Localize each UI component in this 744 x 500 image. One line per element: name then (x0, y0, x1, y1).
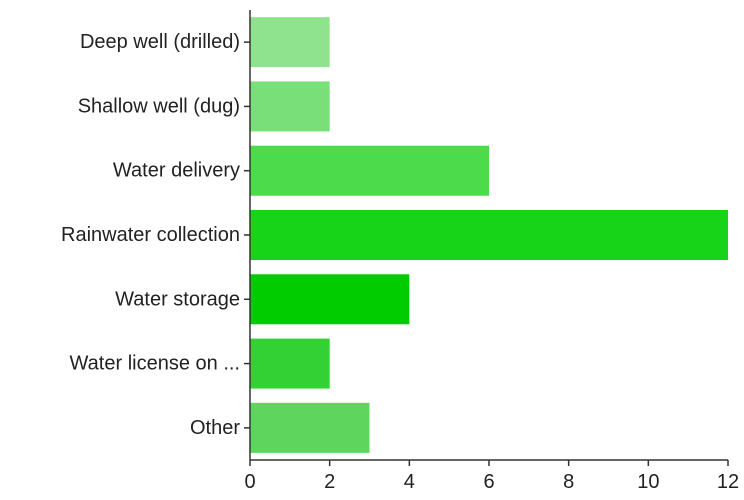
x-tick-label: 2 (324, 471, 335, 493)
bar-1 (250, 81, 330, 132)
category-label: Deep well (drilled) (80, 31, 240, 53)
bar-0 (250, 17, 330, 68)
x-tick-label: 8 (563, 471, 574, 493)
category-label: Other (190, 417, 240, 439)
category-label: Shallow well (dug) (78, 95, 240, 117)
bar-6 (250, 402, 370, 453)
category-label: Water delivery (113, 160, 240, 182)
category-label: Rainwater collection (61, 224, 240, 246)
category-label: Water license on ... (70, 353, 240, 375)
category-label: Water storage (115, 288, 240, 310)
bar-2 (250, 145, 489, 196)
x-tick-label: 6 (483, 471, 494, 493)
x-tick-label: 4 (404, 471, 415, 493)
x-tick-label: 10 (637, 471, 659, 493)
x-tick-label: 0 (244, 471, 255, 493)
bars-group (250, 17, 728, 453)
category-labels-group: Deep well (drilled) Shallow well (dug) Wat… (61, 31, 240, 439)
bar-3 (250, 210, 728, 260)
x-ticks-group: 0 2 4 6 8 10 12 (244, 41, 739, 493)
bar-5 (250, 338, 330, 389)
bar-4 (250, 274, 410, 325)
x-tick-label: 12 (717, 471, 739, 493)
